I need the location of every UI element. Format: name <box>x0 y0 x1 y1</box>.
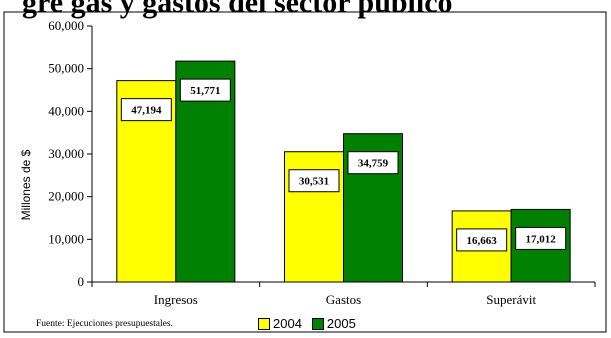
y-axis-label: Millones de $ <box>19 149 33 220</box>
chart-border <box>3 11 607 333</box>
legend-swatch-2004 <box>258 317 270 330</box>
x-tick-label: Superávit <box>486 292 536 307</box>
y-tick-label: 40,000 <box>48 103 84 118</box>
chart-title-cut: gre gas y gastos del sector público <box>22 0 453 19</box>
y-tick-label: 30,000 <box>48 146 84 161</box>
data-label: 34,759 <box>358 158 389 170</box>
data-label: 16,663 <box>467 235 498 247</box>
data-label-box <box>347 151 399 175</box>
legend-label-2005: 2005 <box>326 316 356 331</box>
data-label: 17,012 <box>526 233 557 245</box>
data-label: 30,531 <box>299 176 329 188</box>
legend: 2004 2005 <box>258 316 360 331</box>
data-label-box <box>456 228 508 252</box>
data-label-box <box>179 78 231 102</box>
data-label: 47,194 <box>131 105 162 117</box>
source-note: Fuente: Ejecuciones presupuestales. <box>36 319 173 329</box>
y-tick-label: 50,000 <box>48 61 84 76</box>
legend-item-2004: 2004 <box>258 316 302 331</box>
x-tick-label: Ingresos <box>154 292 198 307</box>
x-tick-label: Gastos <box>326 292 361 307</box>
legend-swatch-2005 <box>311 317 324 330</box>
y-tick-label: 0 <box>78 274 85 289</box>
data-label: 51,771 <box>190 85 220 97</box>
y-tick-label: 60,000 <box>48 18 84 33</box>
y-tick-label: 10,000 <box>48 231 84 246</box>
data-label-box <box>515 226 567 250</box>
legend-item-2005: 2005 <box>311 316 356 331</box>
data-label-box <box>288 169 340 193</box>
data-label-box <box>120 98 172 122</box>
legend-label-2004: 2004 <box>273 316 302 331</box>
y-tick-label: 20,000 <box>48 189 84 204</box>
